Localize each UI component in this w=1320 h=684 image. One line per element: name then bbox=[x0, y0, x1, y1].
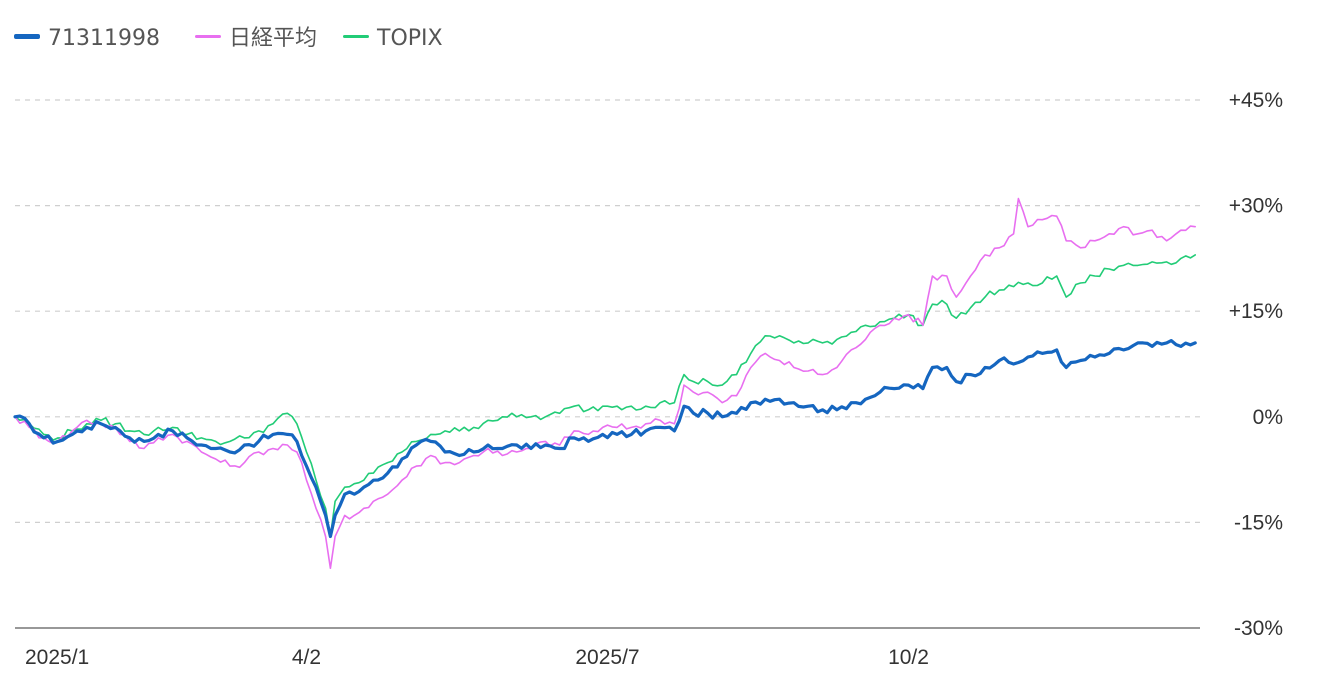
series-line-topix[interactable] bbox=[14, 254, 1196, 538]
y-tick-label: +30% bbox=[1229, 195, 1283, 218]
legend-item-nikkei[interactable]: 日経平均 bbox=[195, 26, 317, 51]
chart-gridlines bbox=[15, 99, 1200, 524]
series-line-fund[interactable] bbox=[13, 339, 1197, 539]
x-tick-label: 10/2 bbox=[888, 646, 929, 669]
y-tick-label: 0% bbox=[1253, 406, 1283, 429]
x-tick-label: 2025/7 bbox=[575, 646, 639, 669]
x-tick-label: 4/2 bbox=[292, 646, 321, 669]
legend-swatch-topix bbox=[343, 35, 369, 38]
legend-label-nikkei: 日経平均 bbox=[229, 26, 317, 51]
legend-label-topix: TOPIX bbox=[376, 26, 443, 51]
y-axis-ticks: +45% +30% +15% 0% -15% -30% bbox=[1229, 89, 1283, 640]
legend-item-fund[interactable]: 71311998 bbox=[14, 26, 160, 51]
chart-legend[interactable]: 71311998 日経平均 TOPIX bbox=[14, 26, 443, 51]
x-axis: 2025/1 4/2 2025/7 10/2 bbox=[15, 627, 1200, 669]
legend-swatch-nikkei bbox=[195, 35, 221, 38]
plot-area[interactable] bbox=[13, 197, 1197, 569]
x-tick-label: 2025/1 bbox=[25, 646, 89, 669]
y-tick-label: +45% bbox=[1229, 89, 1283, 112]
y-tick-label: -15% bbox=[1234, 511, 1283, 534]
legend-item-topix[interactable]: TOPIX bbox=[343, 26, 443, 51]
y-tick-label: +15% bbox=[1229, 300, 1283, 323]
series-line-nikkei[interactable] bbox=[14, 197, 1196, 569]
y-tick-label: -30% bbox=[1234, 617, 1283, 640]
legend-swatch-fund bbox=[14, 34, 40, 39]
legend-label-fund: 71311998 bbox=[48, 26, 160, 51]
